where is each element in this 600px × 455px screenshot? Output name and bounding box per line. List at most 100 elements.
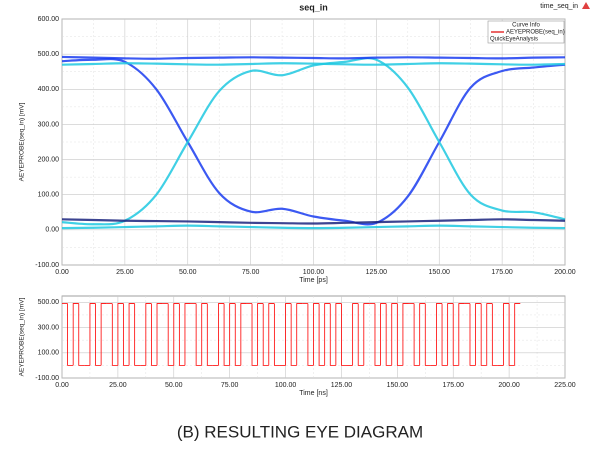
x-tick-label: 50.00 bbox=[165, 382, 183, 389]
signal-step bbox=[424, 303, 431, 366]
legend-entry: AEYEPROBE(seq_in) bbox=[506, 30, 565, 36]
y-tick-label: 200.00 bbox=[38, 156, 60, 163]
signal-step bbox=[452, 303, 459, 366]
signal-step bbox=[206, 303, 213, 366]
signal-step bbox=[67, 303, 74, 366]
eye-trace bbox=[61, 224, 566, 230]
signal-step bbox=[257, 303, 264, 366]
y-tick-label: -100.00 bbox=[35, 262, 59, 269]
signal-step bbox=[307, 303, 314, 366]
signal-step bbox=[117, 303, 124, 366]
signal-step bbox=[436, 303, 443, 366]
x-tick-label: 100.00 bbox=[303, 269, 325, 276]
y-tick-label: 600.00 bbox=[38, 16, 60, 23]
x-tick-label: 175.00 bbox=[491, 269, 513, 276]
signal-step bbox=[352, 303, 359, 366]
signal-step bbox=[285, 303, 292, 366]
y-axis-label: AEYEPROBE(seq_in) [mV] bbox=[19, 102, 26, 181]
y-tick-label: 100.00 bbox=[38, 350, 60, 357]
x-tick-label: 25.00 bbox=[109, 382, 127, 389]
signal-step bbox=[201, 303, 208, 366]
signal-step bbox=[156, 303, 163, 366]
y-axis-label: AEYEPROBE(seq_in) [mV] bbox=[19, 297, 26, 376]
eye-trace bbox=[61, 62, 566, 66]
signal-step bbox=[363, 303, 370, 366]
signal-step bbox=[374, 303, 381, 366]
signal-step bbox=[385, 303, 392, 366]
x-tick-label: 125.00 bbox=[366, 269, 388, 276]
y-tick-label: 500.00 bbox=[38, 299, 60, 306]
signal-step bbox=[151, 303, 158, 366]
y-tick-label: 400.00 bbox=[38, 86, 60, 93]
eye-trace bbox=[61, 57, 566, 226]
x-tick-label: 225.00 bbox=[554, 382, 576, 389]
chart-title: seq_in bbox=[299, 2, 328, 12]
x-tick-label: 75.00 bbox=[242, 269, 260, 276]
signal-step bbox=[419, 303, 426, 366]
x-tick-label: 25.00 bbox=[116, 269, 134, 276]
signal-step bbox=[229, 303, 236, 366]
x-tick-label: 125.00 bbox=[331, 382, 353, 389]
signal-step bbox=[391, 303, 398, 366]
signal-step bbox=[251, 303, 258, 366]
eye-trace bbox=[61, 55, 566, 60]
y-tick-label: 300.00 bbox=[38, 324, 60, 331]
signal-step bbox=[514, 303, 521, 366]
signal-step bbox=[318, 303, 325, 366]
signal-step bbox=[486, 303, 493, 366]
x-tick-label: 100.00 bbox=[275, 382, 297, 389]
annotation: time_seq_in bbox=[540, 3, 578, 10]
x-tick-label: 175.00 bbox=[443, 382, 465, 389]
signal-step bbox=[313, 303, 320, 366]
legend-entry: QuickEyeAnalysis bbox=[490, 37, 538, 43]
signal-step bbox=[447, 303, 454, 366]
signal-step bbox=[458, 303, 465, 366]
legend-title: Curve Info bbox=[512, 23, 540, 29]
eye-trace bbox=[61, 218, 566, 225]
signal-step bbox=[123, 303, 130, 366]
y-tick-label: 300.00 bbox=[38, 121, 60, 128]
signal-step bbox=[508, 303, 515, 366]
x-tick-label: 200.00 bbox=[554, 269, 576, 276]
signal-step bbox=[296, 303, 303, 366]
signal-step bbox=[480, 303, 487, 366]
signal-step bbox=[184, 303, 191, 366]
signal-step bbox=[128, 303, 135, 366]
x-tick-label: 75.00 bbox=[221, 382, 239, 389]
signal-step bbox=[491, 303, 498, 366]
signal-step bbox=[268, 303, 275, 366]
signal-step bbox=[413, 303, 420, 366]
signal-step bbox=[134, 303, 141, 366]
signal-step bbox=[178, 303, 185, 366]
signal-step bbox=[173, 303, 180, 366]
signal-step bbox=[262, 303, 269, 366]
signal-step bbox=[503, 303, 510, 366]
x-tick-label: 150.00 bbox=[429, 269, 451, 276]
signal-step bbox=[341, 303, 348, 366]
signal-step bbox=[72, 303, 79, 366]
signal-step bbox=[324, 303, 331, 366]
x-tick-label: 150.00 bbox=[387, 382, 409, 389]
y-tick-label: -100.00 bbox=[35, 375, 59, 382]
signal-step bbox=[357, 303, 364, 366]
signal-step bbox=[145, 303, 152, 366]
signal-step bbox=[469, 303, 476, 366]
y-tick-label: 0.00 bbox=[45, 227, 59, 234]
signal-step bbox=[475, 303, 482, 366]
signal-step bbox=[111, 303, 118, 366]
signal-step bbox=[273, 303, 280, 366]
x-tick-label: 50.00 bbox=[179, 269, 197, 276]
x-axis-label: Time [ps] bbox=[299, 277, 328, 284]
signal-step bbox=[95, 303, 102, 366]
signal-step bbox=[100, 303, 107, 366]
signal-step bbox=[290, 303, 297, 366]
marker-icon bbox=[582, 2, 590, 9]
signal-step bbox=[223, 303, 230, 366]
legend-box bbox=[487, 20, 565, 44]
x-tick-label: 200.00 bbox=[498, 382, 520, 389]
caption: (B) RESULTING EYE DIAGRAM bbox=[177, 422, 423, 441]
y-tick-label: 100.00 bbox=[38, 192, 60, 199]
signal-step bbox=[218, 303, 225, 366]
x-tick-label: 0.00 bbox=[55, 382, 69, 389]
